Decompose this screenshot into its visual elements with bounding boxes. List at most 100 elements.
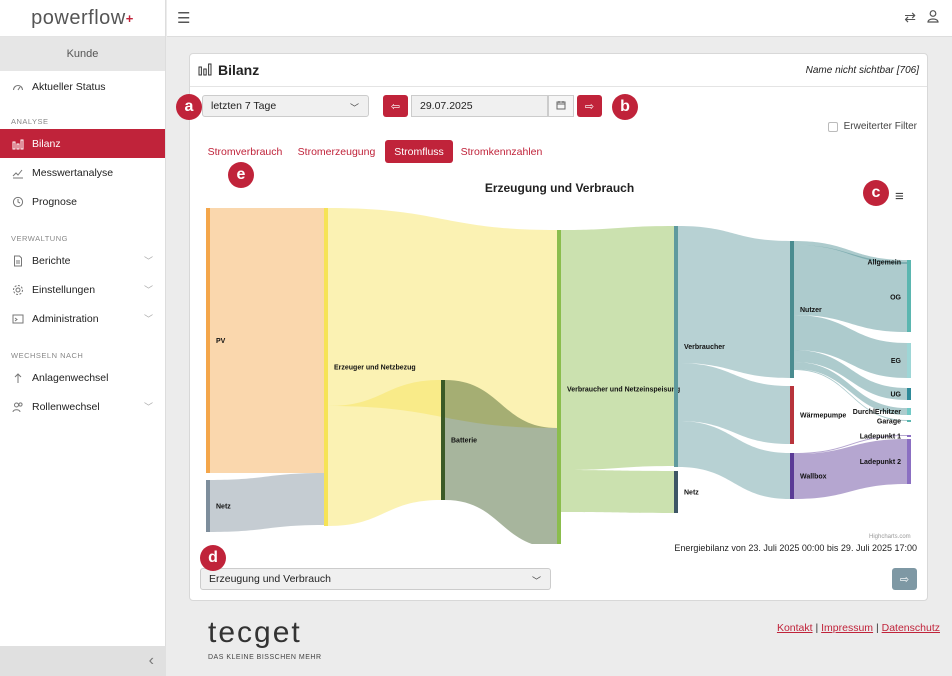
sankey-link[interactable] [794, 245, 907, 332]
sankey-node[interactable] [557, 230, 561, 544]
chevron-down-icon: ﹀ [143, 256, 153, 266]
customer-selector[interactable]: Kunde [0, 37, 165, 71]
tab-stromkennzahlen[interactable]: Stromkennzahlen [460, 145, 543, 158]
sidebar-item-label: Einstellungen [32, 283, 96, 296]
sidebar-item-label: Bilanz [32, 137, 61, 150]
sankey-node[interactable] [674, 471, 678, 513]
app-logo[interactable]: powerflow + [0, 0, 165, 37]
calendar-button[interactable] [548, 95, 574, 117]
sankey-node[interactable] [441, 380, 445, 500]
link-kontakt[interactable]: Kontakt [776, 622, 813, 634]
link-datenschutz[interactable]: Datenschutz [881, 622, 940, 634]
sidebar-section-title: ANALYSE [11, 117, 49, 126]
previous-period-button[interactable]: ⇦ [383, 95, 408, 117]
sidebar-collapse-button[interactable]: ‹ [0, 646, 166, 676]
sidebar-item-label: Prognose [32, 195, 77, 208]
sankey-link[interactable] [328, 208, 557, 428]
tab-stromerzeugung[interactable]: Stromerzeugung [297, 145, 376, 158]
sankey-link[interactable] [794, 241, 907, 264]
callout-badge-b: b [612, 94, 638, 120]
view-select[interactable]: Erzeugung und Verbrauch ﹀ [200, 568, 551, 590]
sankey-link[interactable] [678, 421, 790, 499]
sankey-node-label: Allgemein [868, 260, 901, 267]
sankey-link[interactable] [561, 226, 674, 470]
sidebar-item-label: Messwertanalyse [32, 166, 114, 179]
chart-credits[interactable]: Highcharts.com [869, 534, 911, 540]
period-select[interactable]: letzten 7 Tage ﹀ [202, 95, 369, 117]
sankey-node[interactable] [907, 388, 911, 400]
sankey-node[interactable] [790, 386, 794, 444]
sankey-link[interactable] [328, 380, 441, 526]
sankey-node[interactable] [206, 480, 210, 532]
sidebar-item-messwertanalyse[interactable]: Messwertanalyse [0, 158, 165, 187]
sidebar-item-rollenwechsel[interactable]: Rollenwechsel ﹀ [0, 392, 165, 421]
clock-icon [12, 196, 24, 208]
footer-brand: tecget [208, 616, 302, 649]
sankey-link[interactable] [678, 226, 790, 378]
user-icon[interactable] [926, 9, 940, 26]
sidebar-item-einstellungen[interactable]: Einstellungen ﹀ [0, 275, 165, 304]
tab-stromverbrauch[interactable]: Stromverbrauch [207, 145, 283, 158]
sidebar-item-berichte[interactable]: Berichte ﹀ [0, 246, 165, 275]
callout-badge-d: d [200, 545, 226, 571]
bar-chart-icon [198, 62, 212, 79]
sidebar-item-label: Anlagenwechsel [32, 371, 109, 384]
sankey-link[interactable] [678, 363, 790, 444]
sankey-link[interactable] [794, 315, 907, 378]
sankey-node[interactable] [907, 408, 911, 415]
sankey-node[interactable] [790, 241, 794, 378]
sidebar-section-title: VERWALTUNG [11, 234, 68, 243]
sankey-link[interactable] [794, 439, 907, 499]
sankey-node[interactable] [907, 343, 911, 378]
tab-stromfluss[interactable]: Stromfluss [385, 140, 453, 163]
chart-menu-icon[interactable]: ≡ [895, 188, 904, 205]
sidebar: powerflow + Kunde Aktueller Status ANALYS… [0, 0, 166, 676]
chevron-down-icon: ﹀ [143, 402, 153, 412]
sankey-node-label: Ladepunkt 1 [860, 434, 901, 441]
sidebar-item-label: Rollenwechsel [32, 400, 100, 413]
sankey-chart: PV Netz Erzeuger und Netzbezug Batterie Verb… [206, 208, 911, 544]
sankey-node[interactable] [907, 435, 911, 437]
sankey-link[interactable] [210, 208, 324, 473]
sankey-node[interactable] [907, 439, 911, 484]
sankey-node[interactable] [324, 208, 328, 526]
sankey-link[interactable] [794, 362, 907, 415]
sankey-link[interactable] [445, 380, 557, 544]
chevron-down-icon: ﹀ [349, 103, 359, 113]
sankey-node[interactable] [907, 262, 911, 332]
sidebar-item-administration[interactable]: Administration ﹀ [0, 304, 165, 333]
sankey-node[interactable] [907, 420, 911, 422]
page-title: Bilanz [218, 62, 260, 78]
sidebar-item-aktueller-status[interactable]: Aktueller Status [0, 72, 165, 101]
view-select-value: Erzeugung und Verbrauch [209, 573, 332, 585]
sankey-link[interactable] [561, 470, 674, 513]
sankey-node-label: Verbraucher und Netzeinspeisung [567, 387, 680, 394]
date-input[interactable]: 29.07.2025 [411, 95, 548, 117]
callout-badge-e: e [228, 162, 254, 188]
hamburger-icon[interactable]: ☰ [177, 10, 191, 27]
apply-view-button[interactable]: ⇨ [892, 568, 917, 590]
sankey-node[interactable] [790, 453, 794, 499]
sankey-link[interactable] [794, 350, 907, 400]
sankey-link[interactable] [210, 473, 324, 532]
sankey-node[interactable] [206, 208, 210, 473]
extended-filter-checkbox[interactable] [827, 121, 838, 132]
extended-filter[interactable]: Erweiterter Filter [827, 121, 917, 132]
sidebar-item-prognose[interactable]: Prognose [0, 187, 165, 216]
sankey-node-label: DurchlErhitzer [853, 409, 902, 416]
arrow-up-icon [12, 372, 24, 384]
sidebar-section-title: WECHSELN NACH [11, 351, 84, 360]
link-impressum[interactable]: Impressum [821, 622, 874, 634]
sankey-link[interactable] [794, 435, 907, 454]
sidebar-item-bilanz[interactable]: Bilanz [0, 129, 165, 158]
gear-icon [12, 284, 24, 296]
brand-name: powerflow [31, 6, 126, 29]
swap-icon[interactable]: ⇄ [904, 9, 916, 25]
sidebar-item-anlagenwechsel[interactable]: Anlagenwechsel [0, 363, 165, 392]
sankey-node-label: Verbraucher [684, 344, 725, 351]
extended-filter-label: Erweiterter Filter [843, 121, 917, 132]
sankey-node[interactable] [674, 226, 678, 467]
next-period-button[interactable]: ⇨ [577, 95, 602, 117]
callout-badge-a: a [176, 94, 202, 120]
sankey-link[interactable] [794, 369, 907, 421]
